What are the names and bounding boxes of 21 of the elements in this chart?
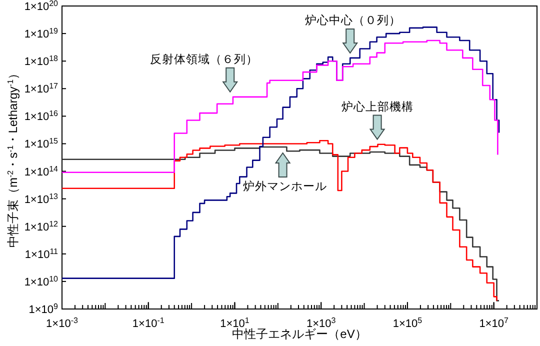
x-tick-label: 1×10$^{-3}$ — [46, 316, 78, 330]
y-tick-label: 1×10$^{18}$ — [24, 54, 59, 68]
x-axis-title: 中性子エネルギー（eV） — [232, 327, 367, 341]
annotation: 炉心中心（０列） — [305, 12, 402, 27]
y-tick-label: 1×10$^{11}$ — [24, 246, 59, 261]
annotation: 炉外マンホール — [242, 178, 327, 193]
y-tick-label: 1×10$^{17}$ — [24, 81, 59, 96]
y-tick-label: 1×10$^{9}$ — [28, 302, 59, 316]
x-tick-label: 1×10$^{-1}$ — [132, 316, 165, 330]
y-tick-label: 1×10$^{19}$ — [24, 26, 59, 41]
y-tick-label: 1×10$^{13}$ — [24, 191, 59, 206]
annotation: 反射体領域（６列） — [150, 52, 258, 66]
y-tick-label: 1×10$^{10}$ — [24, 274, 59, 288]
y-tick-label: 1×10$^{14}$ — [24, 164, 59, 178]
x-tick-label: 1×10$^{7}$ — [479, 316, 509, 330]
annotation: 炉心上部機構 — [341, 99, 414, 114]
y-tick-label: 1×10$^{20}$ — [24, 0, 59, 13]
y-tick-label: 1×10$^{16}$ — [24, 108, 59, 124]
x-tick-label: 1×10$^{5}$ — [392, 316, 423, 330]
y-tick-label: 1×10$^{12}$ — [24, 218, 59, 234]
y-tick-label: 1×10$^{15}$ — [24, 136, 59, 151]
